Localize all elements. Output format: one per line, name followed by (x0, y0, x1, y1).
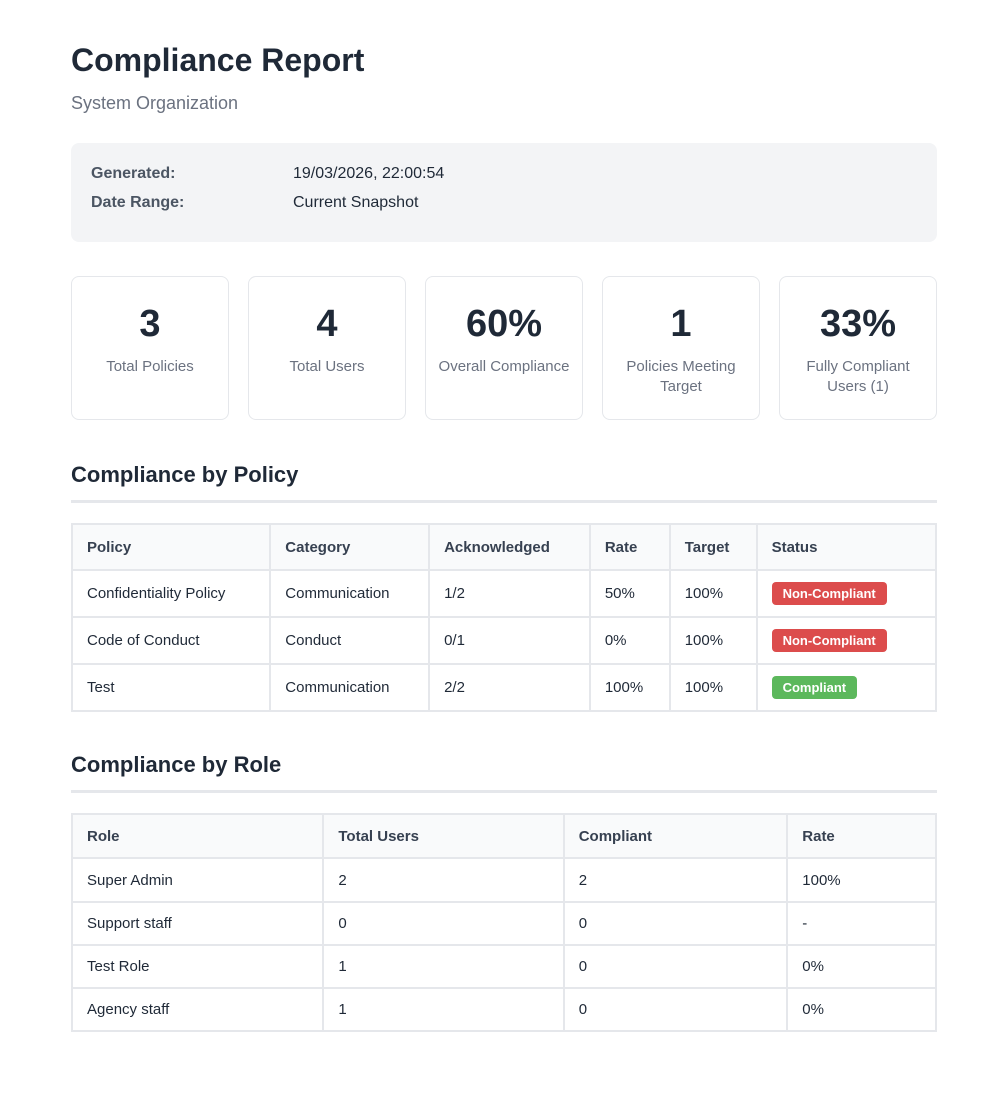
role-name: Super Admin (70, 857, 325, 903)
stat-label: Total Policies (106, 358, 194, 375)
role-total-users: 2 (322, 857, 565, 903)
policy-target: 100% (668, 663, 758, 712)
column-header: Rate (588, 523, 671, 571)
section-title-role: Compliance by Role (71, 752, 282, 777)
column-header: Acknowledged (428, 523, 591, 571)
table-row: Test Role 1 0 0% (70, 944, 937, 989)
policy-name: Code of Conduct (70, 616, 272, 665)
meta-value: Current Snapshot (293, 194, 419, 211)
policy-rate: 0% (588, 616, 671, 665)
table-row: Super Admin 2 2 100% (70, 857, 937, 903)
role-rate: 0% (786, 944, 937, 989)
role-compliant: 0 (562, 987, 789, 1032)
table-row: Confidentiality Policy Communication 1/2… (70, 569, 938, 618)
stat-card-fully-compliant-users: 33% Fully Compliant Users (1) (779, 276, 937, 420)
column-header: Compliant (562, 813, 789, 859)
policy-name: Confidentiality Policy (70, 569, 272, 618)
role-rate: 0% (786, 987, 937, 1032)
stat-value: 3 (139, 303, 161, 345)
role-name: Test Role (70, 944, 325, 989)
policy-acknowledged: 2/2 (428, 663, 591, 712)
policy-category: Conduct (269, 616, 431, 665)
stat-card-total-users: 4 Total Users (248, 276, 406, 420)
status-badge: Non-Compliant (771, 629, 887, 652)
stat-label: Total Users (289, 358, 365, 375)
column-header: Role (70, 813, 325, 859)
policy-category: Communication (269, 663, 431, 712)
role-total-users: 1 (322, 944, 565, 989)
organization-name: System Organization (71, 93, 239, 113)
stats-grid: 3 Total Policies 4 Total Users 60% Overa… (71, 276, 937, 420)
stat-card-policies-meeting-target: 1 Policies Meeting Target (602, 276, 760, 420)
stat-card-total-policies: 3 Total Policies (71, 276, 229, 420)
stat-label: Overall Compliance (438, 358, 570, 375)
stat-value: 33% (819, 303, 897, 345)
policy-rate: 100% (588, 663, 671, 712)
column-header: Status (755, 523, 938, 571)
policy-table: Policy Category Acknowledged Rate Target… (70, 523, 938, 712)
policy-name: Test (70, 663, 272, 712)
role-compliant: 0 (562, 901, 789, 946)
stat-card-overall-compliance: 60% Overall Compliance (425, 276, 583, 420)
role-compliant: 2 (562, 857, 789, 903)
stat-value: 4 (316, 303, 338, 345)
column-header: Rate (786, 813, 937, 859)
meta-label: Date Range: (91, 194, 185, 211)
role-name: Support staff (70, 901, 325, 946)
stat-label: Fully Compliant Users (1) (806, 358, 910, 395)
stat-label: Policies Meeting Target (626, 358, 736, 395)
policy-status-cell: Compliant (755, 663, 938, 712)
table-row: Agency staff 1 0 0% (70, 987, 937, 1032)
policy-acknowledged: 0/1 (428, 616, 591, 665)
status-badge: Non-Compliant (771, 582, 887, 605)
policy-category: Communication (269, 569, 431, 618)
section-title-policy: Compliance by Policy (71, 462, 299, 487)
table-row: Test Communication 2/2 100% 100% Complia… (70, 663, 938, 712)
policy-target: 100% (668, 616, 758, 665)
table-header-row: Role Total Users Compliant Rate (70, 813, 937, 859)
meta-value: 19/03/2026, 22:00:54 (293, 165, 445, 182)
stat-value: 1 (670, 303, 692, 345)
section-divider (71, 790, 937, 793)
role-rate: 100% (786, 857, 937, 903)
column-header: Total Users (322, 813, 565, 859)
page-title: Compliance Report (71, 42, 365, 78)
policy-rate: 50% (588, 569, 671, 618)
role-total-users: 1 (322, 987, 565, 1032)
role-name: Agency staff (70, 987, 325, 1032)
stat-value: 60% (465, 303, 543, 345)
policy-acknowledged: 1/2 (428, 569, 591, 618)
table-header-row: Policy Category Acknowledged Rate Target… (70, 523, 938, 571)
column-header: Category (269, 523, 431, 571)
section-divider (71, 500, 937, 503)
report-meta-box: Generated: 19/03/2026, 22:00:54 Date Ran… (71, 143, 937, 242)
table-row: Code of Conduct Conduct 0/1 0% 100% Non-… (70, 616, 938, 665)
column-header: Policy (70, 523, 272, 571)
meta-label: Generated: (91, 165, 176, 182)
policy-status-cell: Non-Compliant (755, 616, 938, 665)
role-rate: - (786, 901, 937, 946)
status-badge: Compliant (771, 676, 858, 699)
role-compliant: 0 (562, 944, 789, 989)
table-row: Support staff 0 0 - (70, 901, 937, 946)
policy-status-cell: Non-Compliant (755, 569, 938, 618)
role-table: Role Total Users Compliant Rate Super Ad… (70, 813, 937, 1032)
role-total-users: 0 (322, 901, 565, 946)
column-header: Target (668, 523, 758, 571)
policy-target: 100% (668, 569, 758, 618)
